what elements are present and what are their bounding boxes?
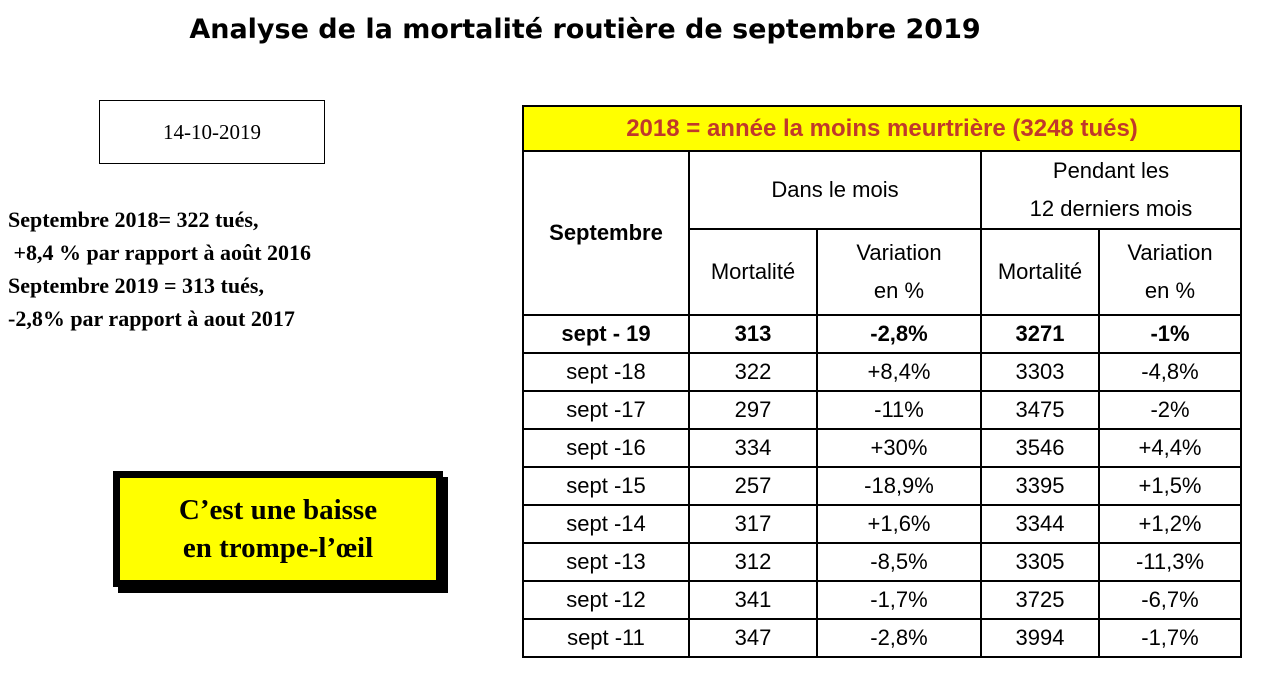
cell-month-mortality: 312 [688, 542, 818, 582]
cell-month: sept -14 [522, 504, 690, 544]
header-line: Pendant les [1052, 158, 1170, 183]
table-row: sept -11 347 -2,8% 3994 -1,7% [522, 618, 1242, 658]
cell-month-mortality: 334 [688, 428, 818, 468]
table-row: sept -13 312 -8,5% 3305 -11,3% [522, 542, 1242, 582]
cell-month-variation: -2,8% [816, 618, 982, 658]
date-text: 14-10-2019 [163, 119, 261, 144]
header-line: en % [1144, 278, 1196, 303]
summary-line: +8,4 % par rapport à août 2016 [8, 240, 312, 265]
header-variation: Variation en % [816, 228, 982, 316]
cell-month: sept -17 [522, 390, 690, 430]
cell-12m-mortality: 3271 [980, 314, 1100, 354]
cell-12m-variation: -2% [1098, 390, 1242, 430]
cell-month-variation: -1,7% [816, 580, 982, 620]
cell-12m-mortality: 3475 [980, 390, 1100, 430]
cell-month-variation: -18,9% [816, 466, 982, 506]
cell-month: sept -15 [522, 466, 690, 506]
table-row: sept - 19 313 -2,8% 3271 -1% [522, 314, 1242, 354]
cell-12m-variation: -4,8% [1098, 352, 1242, 392]
cell-month: sept -16 [522, 428, 690, 468]
cell-month-mortality: 322 [688, 352, 818, 392]
page-title: Analyse de la mortalité routière de sept… [189, 14, 981, 45]
cell-month: sept - 19 [522, 314, 690, 354]
table-row: sept -17 297 -11% 3475 -2% [522, 390, 1242, 430]
cell-12m-mortality: 3305 [980, 542, 1100, 582]
cell-12m-mortality: 3725 [980, 580, 1100, 620]
cell-month-variation: +8,4% [816, 352, 982, 392]
cell-12m-mortality: 3395 [980, 466, 1100, 506]
header-month-group: Dans le mois [688, 150, 982, 230]
date-box: 14-10-2019 [99, 100, 325, 164]
summary-line: Septembre 2019 = 313 tués, [8, 273, 264, 298]
cell-month-mortality: 347 [688, 618, 818, 658]
cell-month-mortality: 317 [688, 504, 818, 544]
header-line: Variation [856, 240, 942, 265]
summary-line: -2,8% par rapport à aout 2017 [8, 306, 295, 331]
mortality-table: 2018 = année la moins meurtrière (3248 t… [522, 105, 1242, 658]
header-12-months-group: Pendant les 12 derniers mois [980, 150, 1242, 230]
table-row: sept -16 334 +30% 3546 +4,4% [522, 428, 1242, 468]
callout-box: C’est une baisse en trompe-l’œil [113, 471, 443, 587]
cell-12m-mortality: 3303 [980, 352, 1100, 392]
header-month: Septembre [522, 150, 690, 316]
cell-month-mortality: 313 [688, 314, 818, 354]
callout-line: C’est une baisse [178, 494, 378, 526]
cell-12m-variation: -6,7% [1098, 580, 1242, 620]
cell-12m-variation: +1,2% [1098, 504, 1242, 544]
summary-text: Septembre 2018= 322 tués, +8,4 % par rap… [8, 203, 488, 335]
cell-month: sept -11 [522, 618, 690, 658]
cell-12m-variation: +1,5% [1098, 466, 1242, 506]
header-line: en % [873, 278, 925, 303]
header-mortality: Mortalité [980, 228, 1100, 316]
table-row: sept -18 322 +8,4% 3303 -4,8% [522, 352, 1242, 392]
table-row: sept -14 317 +1,6% 3344 +1,2% [522, 504, 1242, 544]
cell-12m-mortality: 3546 [980, 428, 1100, 468]
cell-month-mortality: 297 [688, 390, 818, 430]
header-mortality: Mortalité [688, 228, 818, 316]
cell-month-variation: -2,8% [816, 314, 982, 354]
cell-month-variation: +1,6% [816, 504, 982, 544]
cell-month: sept -13 [522, 542, 690, 582]
table-banner: 2018 = année la moins meurtrière (3248 t… [522, 105, 1242, 152]
cell-month-variation: -8,5% [816, 542, 982, 582]
cell-12m-mortality: 3344 [980, 504, 1100, 544]
cell-12m-variation: +4,4% [1098, 428, 1242, 468]
cell-month-mortality: 257 [688, 466, 818, 506]
table-row: sept -15 257 -18,9% 3395 +1,5% [522, 466, 1242, 506]
cell-month-mortality: 341 [688, 580, 818, 620]
cell-12m-mortality: 3994 [980, 618, 1100, 658]
table-row: sept -12 341 -1,7% 3725 -6,7% [522, 580, 1242, 620]
callout-line: en trompe-l’œil [182, 532, 374, 564]
header-line: 12 derniers mois [1029, 196, 1193, 221]
header-line: Variation [1127, 240, 1213, 265]
cell-month-variation: +30% [816, 428, 982, 468]
cell-12m-variation: -11,3% [1098, 542, 1242, 582]
cell-12m-variation: -1% [1098, 314, 1242, 354]
cell-month: sept -18 [522, 352, 690, 392]
cell-month: sept -12 [522, 580, 690, 620]
cell-month-variation: -11% [816, 390, 982, 430]
cell-12m-variation: -1,7% [1098, 618, 1242, 658]
header-variation: Variation en % [1098, 228, 1242, 316]
summary-line: Septembre 2018= 322 tués, [8, 207, 259, 232]
